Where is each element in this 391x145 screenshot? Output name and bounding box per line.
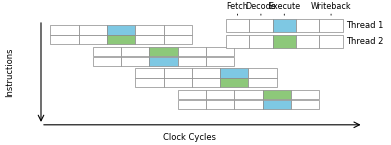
Bar [107, 35, 135, 44]
Bar [79, 25, 107, 35]
Bar [178, 47, 206, 56]
Text: Thread 1: Thread 1 [346, 21, 383, 30]
Bar [121, 57, 149, 66]
Bar [135, 68, 163, 78]
Bar [50, 35, 79, 44]
Bar [220, 68, 248, 78]
Bar [79, 35, 107, 44]
Bar [50, 25, 79, 35]
Bar [163, 35, 192, 44]
Bar [206, 100, 234, 109]
Bar [248, 68, 277, 78]
Bar [296, 35, 319, 48]
Bar [93, 57, 121, 66]
Bar [135, 25, 163, 35]
Bar [178, 100, 206, 109]
Bar [149, 57, 178, 66]
Bar [135, 78, 163, 87]
Bar [135, 35, 163, 44]
Bar [291, 90, 319, 99]
Text: Execute: Execute [268, 2, 300, 11]
Text: Thread 2: Thread 2 [346, 37, 383, 46]
Bar [107, 25, 135, 35]
Bar [296, 19, 319, 32]
Bar [263, 90, 291, 99]
Text: Instructions: Instructions [5, 48, 14, 97]
Bar [220, 78, 248, 87]
Text: Clock Cycles: Clock Cycles [163, 133, 217, 142]
Bar [291, 100, 319, 109]
Bar [273, 19, 296, 32]
Bar [319, 19, 343, 32]
Bar [249, 35, 273, 48]
Text: Decode: Decode [246, 2, 276, 11]
Bar [248, 78, 277, 87]
Bar [121, 47, 149, 56]
Bar [178, 90, 206, 99]
Bar [234, 100, 263, 109]
Bar [178, 57, 206, 66]
Bar [226, 19, 249, 32]
Bar [192, 78, 220, 87]
Bar [163, 25, 192, 35]
Text: Writeback: Writeback [311, 2, 352, 11]
Bar [149, 47, 178, 56]
Bar [234, 90, 263, 99]
Bar [163, 78, 192, 87]
Bar [192, 68, 220, 78]
Bar [273, 35, 296, 48]
Bar [163, 68, 192, 78]
Text: Fetch: Fetch [227, 2, 248, 11]
Bar [226, 35, 249, 48]
Bar [93, 47, 121, 56]
Bar [263, 100, 291, 109]
Bar [206, 57, 234, 66]
Bar [206, 47, 234, 56]
Bar [206, 90, 234, 99]
Bar [319, 35, 343, 48]
Bar [249, 19, 273, 32]
